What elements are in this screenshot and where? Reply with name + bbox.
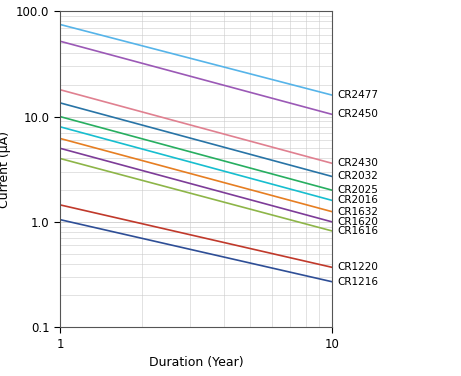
Text: CR2025: CR2025 [337, 185, 378, 195]
Text: CR2450: CR2450 [337, 109, 378, 119]
Y-axis label: Current (μA): Current (μA) [0, 131, 11, 208]
Text: CR2032: CR2032 [337, 171, 378, 182]
Text: CR2430: CR2430 [337, 158, 378, 168]
Text: CR1620: CR1620 [337, 217, 378, 227]
Text: CR1220: CR1220 [337, 262, 378, 272]
Text: CR1632: CR1632 [337, 207, 378, 217]
X-axis label: Duration (Year): Duration (Year) [148, 356, 243, 369]
Text: CR2016: CR2016 [337, 196, 378, 205]
Text: CR1616: CR1616 [337, 226, 378, 236]
Text: CR2477: CR2477 [337, 90, 378, 100]
Text: CR1216: CR1216 [337, 277, 378, 287]
